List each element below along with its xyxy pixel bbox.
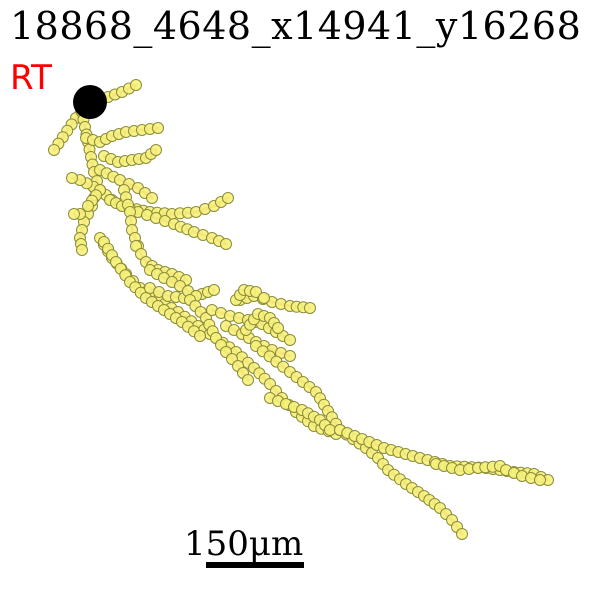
trace-node	[66, 172, 78, 184]
trace-node	[82, 200, 94, 212]
scale-bar	[206, 562, 304, 568]
trace-node	[220, 238, 232, 250]
trace-node	[284, 334, 296, 346]
neurite-nodes	[48, 79, 554, 540]
trace-node	[48, 144, 60, 156]
trace-node	[284, 350, 296, 362]
trace-node	[146, 192, 158, 204]
figure-title: 18868_4648_x14941_y16268	[10, 4, 582, 48]
soma	[73, 85, 107, 119]
trace-node	[68, 208, 80, 220]
trace-node	[152, 122, 164, 134]
trace-node	[250, 286, 262, 298]
trace-node	[534, 474, 546, 486]
region-label: RT	[10, 58, 52, 98]
trace-node	[150, 144, 162, 156]
trace-node	[456, 528, 468, 540]
scale-bar-label: 150μm	[184, 524, 304, 564]
trace-node	[194, 330, 206, 342]
trace-node	[242, 374, 254, 386]
trace-node	[208, 284, 220, 296]
trace-node	[130, 79, 142, 91]
trace-node	[304, 302, 316, 314]
trace-node	[272, 322, 284, 334]
trace-node	[258, 292, 270, 304]
trace-node	[222, 192, 234, 204]
trace-node	[76, 244, 88, 256]
trace-node	[324, 424, 336, 436]
